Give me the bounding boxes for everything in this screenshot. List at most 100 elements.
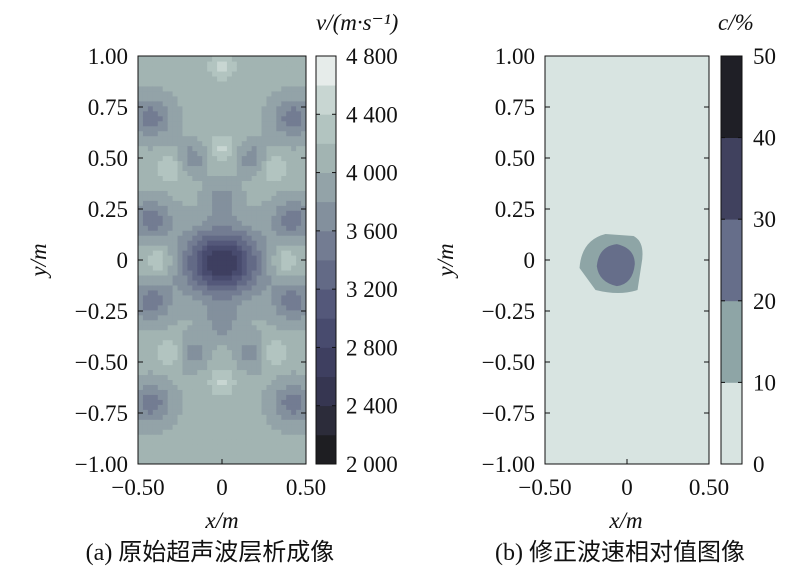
field-cell (147, 429, 154, 435)
field-cell (276, 60, 282, 67)
field-cell (192, 95, 198, 102)
field-cell (226, 240, 233, 246)
field-cell (162, 414, 169, 420)
field-cell (271, 105, 277, 112)
field-cell (231, 125, 238, 132)
field-cell (172, 155, 179, 162)
field-cell (256, 235, 263, 241)
field-cell (231, 384, 238, 390)
field-cell (251, 289, 258, 296)
field-cell (162, 429, 169, 435)
field-cell (271, 260, 277, 266)
field-cell (147, 369, 154, 376)
field-cell (271, 250, 277, 256)
field-cell (241, 279, 248, 286)
field-cell (281, 279, 287, 286)
field-cell (157, 309, 164, 316)
field-cell (291, 100, 297, 107)
field-cell (147, 255, 154, 261)
field-cell (207, 60, 213, 67)
field-cell (231, 339, 238, 346)
field-cell (291, 364, 297, 371)
field-cell (226, 70, 233, 77)
field-cell (138, 344, 144, 351)
field-cell (187, 274, 193, 281)
field-cell (192, 60, 198, 67)
field-cell (261, 349, 268, 356)
field-cell (236, 56, 243, 62)
field-cell (187, 95, 193, 102)
field-cell (152, 95, 159, 102)
field-cell (167, 210, 174, 216)
field-cell (286, 100, 292, 107)
field-cell (217, 195, 223, 201)
field-cell (207, 429, 213, 435)
field-cell (142, 409, 149, 415)
field-cell (251, 90, 258, 97)
field-cell (152, 90, 159, 97)
field-cell (271, 419, 277, 425)
field-cell (187, 264, 193, 271)
field-cell (138, 269, 144, 276)
field-cell (197, 424, 203, 430)
field-cell (187, 115, 193, 122)
field-cell (207, 195, 213, 201)
field-cell (142, 329, 149, 336)
field-cell (296, 110, 302, 117)
field-cell (167, 349, 174, 356)
field-cell (261, 60, 268, 67)
field-cell (286, 140, 292, 147)
field-cell (266, 449, 273, 455)
field-cell (271, 284, 277, 291)
field-cell (301, 409, 306, 415)
field-cell (251, 150, 258, 157)
field-cell (281, 354, 287, 361)
colorbar-frame (720, 55, 743, 465)
field-cell (271, 200, 277, 206)
field-cell (286, 155, 292, 162)
field-cell (167, 384, 174, 390)
field-cell (301, 324, 306, 331)
field-cell (281, 250, 287, 256)
field-cell (261, 399, 268, 405)
field-cell (177, 150, 184, 157)
field-cell (286, 215, 292, 221)
field-cell (142, 399, 149, 405)
field-cell (271, 95, 277, 102)
field-cell (281, 439, 287, 445)
field-cell (202, 240, 208, 246)
field-cell (222, 274, 228, 281)
field-cell (266, 339, 273, 346)
field-cell (222, 185, 228, 191)
field-cell (157, 80, 164, 87)
field-cell (291, 180, 297, 186)
field-cell (246, 135, 253, 142)
field-cell (276, 414, 282, 420)
field-cell (147, 185, 154, 191)
field-cell (147, 175, 154, 181)
field-cell (172, 324, 179, 331)
field-cell (291, 120, 297, 127)
field-cell (182, 250, 189, 256)
field-cell (281, 75, 287, 82)
field-cell (286, 160, 292, 167)
field-cell (231, 294, 238, 301)
field-cell (291, 255, 297, 261)
field-cell (217, 85, 223, 92)
field-cell (301, 444, 306, 450)
field-cell (187, 56, 193, 62)
field-cell (291, 220, 297, 226)
field-cell (197, 309, 203, 316)
field-cell (187, 344, 193, 351)
field-cell (251, 264, 258, 271)
field-cell (152, 155, 159, 162)
field-cell (256, 289, 263, 296)
field-cell (261, 165, 268, 172)
field-cell (246, 459, 253, 464)
field-cell (138, 394, 144, 400)
field-cell (296, 449, 302, 455)
field-cell (207, 364, 213, 371)
field-cell (222, 354, 228, 361)
field-cell (251, 304, 258, 311)
field-cell (281, 65, 287, 72)
